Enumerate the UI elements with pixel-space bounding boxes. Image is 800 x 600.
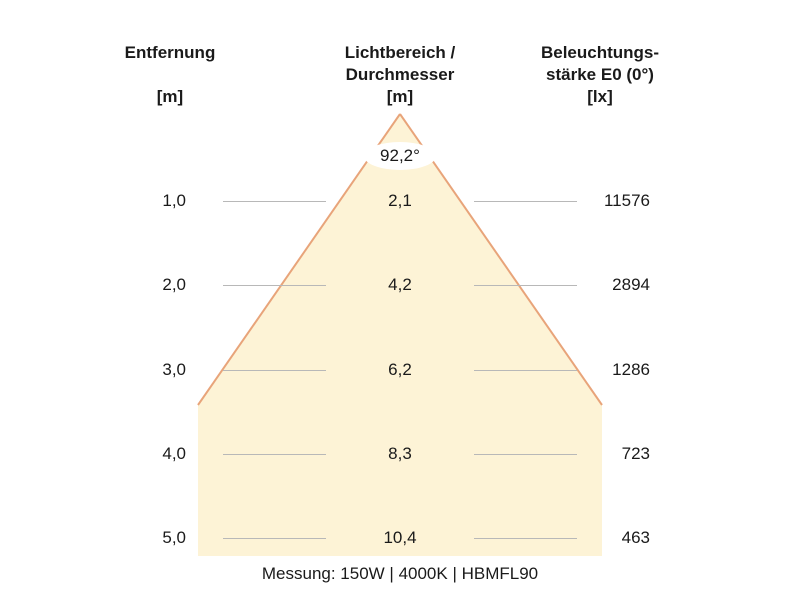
header-illuminance: Beleuchtungs- stärke E0 (0°) [lx] [500, 42, 700, 108]
header-diameter-label-1: Lichtbereich / [344, 43, 456, 62]
header-distance-label: Entfernung [124, 43, 216, 62]
row-2-distance: 2,0 [162, 275, 186, 294]
row-4-illuminance: 723 [621, 444, 650, 463]
row-5-illuminance: 463 [621, 528, 650, 547]
header-distance-unit: [m] [156, 87, 184, 106]
row-3-distance: 3,0 [162, 360, 186, 379]
row-2-diameter: 4,2 [388, 275, 412, 294]
light-cone [198, 114, 602, 556]
beam-angle-label: 92,2° [380, 146, 420, 165]
light-cone-edge-right [399, 113, 603, 406]
header-diameter: Lichtbereich / Durchmesser [m] [300, 42, 500, 108]
row-3-diameter: 6,2 [388, 360, 412, 379]
row-5-distance: 5,0 [162, 528, 186, 547]
row-1-diameter: 2,1 [388, 191, 412, 210]
row-3-illuminance: 1286 [612, 360, 650, 379]
header-diameter-label-2: Durchmesser [345, 65, 455, 84]
row-1-distance: 1,0 [162, 191, 186, 210]
light-cone-edge-left [197, 113, 401, 406]
row-5-diameter: 10,4 [383, 528, 417, 547]
header-illuminance-label-2: stärke E0 (0°) [546, 65, 654, 84]
header-diameter-unit: [m] [386, 87, 414, 106]
header-illuminance-label-1: Beleuchtungs- [540, 43, 660, 62]
beam-angle-label-bg [364, 142, 436, 170]
row-4-distance: 4,0 [162, 444, 186, 463]
row-4-diameter: 8,3 [388, 444, 412, 463]
measurement-note: Messung: 150W | 4000K | HBMFL90 [261, 564, 539, 583]
header-distance: Entfernung [m] [70, 42, 270, 108]
row-1-illuminance: 11576 [603, 191, 650, 210]
row-2-illuminance: 2894 [612, 275, 650, 294]
header-illuminance-unit: [lx] [587, 87, 613, 106]
